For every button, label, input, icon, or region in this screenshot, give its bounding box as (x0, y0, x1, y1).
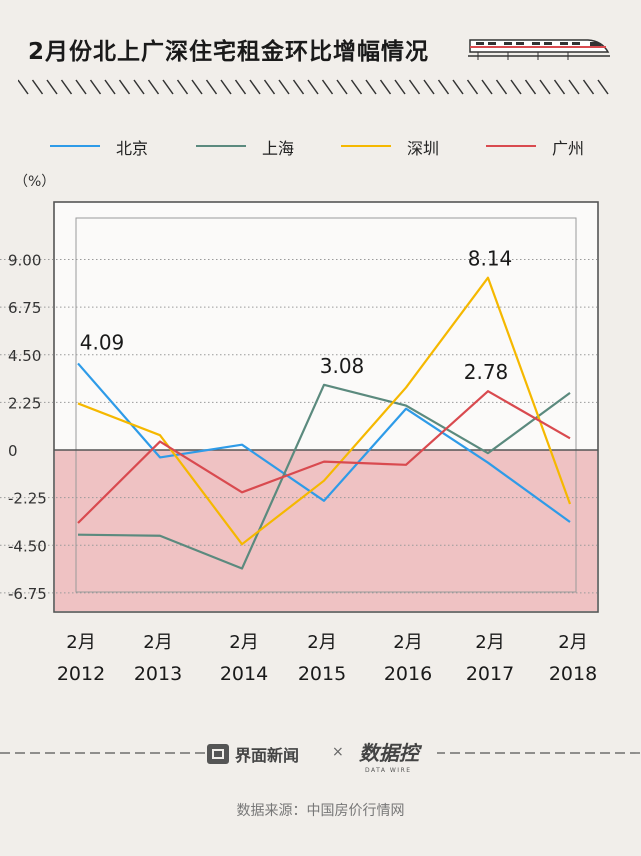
legend-swatch (50, 145, 100, 147)
legend-swatch (341, 145, 391, 147)
legend-label: 广州 (552, 139, 585, 158)
y-tick-label: 9.00 (8, 252, 41, 270)
legend-swatch (486, 145, 536, 147)
data-source: 数据来源：中国房价行情网 (236, 803, 405, 819)
brand-separator: × (332, 744, 344, 760)
train-icon (468, 39, 610, 60)
legend-swatch (196, 145, 246, 147)
datawire-logo: 数据控 DATA WIRE (359, 741, 423, 774)
data-label: 4.09 (80, 330, 125, 354)
x-tick-month: 2月 (475, 632, 504, 653)
series-line (77, 383, 571, 570)
x-tick-month: 2月 (66, 632, 95, 653)
inner-frame (75, 217, 577, 593)
x-tick-year: 2015 (298, 663, 346, 685)
x-tick-month: 2月 (229, 632, 258, 653)
brand-name: 界面新闻 (235, 746, 300, 765)
legend-label: 深圳 (407, 139, 440, 158)
x-tick-year: 2018 (549, 663, 597, 685)
x-tick-year: 2012 (57, 663, 105, 685)
series-line (77, 390, 571, 524)
y-tick-label: -6.75 (8, 585, 47, 603)
x-tick-year: 2013 (134, 663, 182, 685)
legend-label: 北京 (116, 139, 149, 158)
x-tick-year: 2016 (384, 663, 432, 685)
data-label: 8.14 (468, 247, 513, 271)
jiemian-logo-icon (207, 744, 229, 764)
negative-region (55, 450, 597, 611)
x-tick-month: 2月 (393, 632, 422, 653)
footer-brand: 界面新闻 × 数据控 DATA WIRE (207, 740, 437, 774)
y-tick-label: 6.75 (8, 299, 41, 317)
svg-text:数据控: 数据控 (359, 741, 423, 765)
decorative-hatch (18, 79, 609, 95)
y-tick-label: 4.50 (8, 347, 41, 365)
y-tick-label: -2.25 (8, 490, 47, 508)
x-tick-month: 2月 (307, 632, 336, 653)
y-tick-label: 0 (8, 442, 18, 460)
chart-legend: 北京 上海 深圳 广州 (0, 135, 641, 159)
series-line (77, 276, 572, 546)
x-tick-month: 2月 (558, 632, 587, 653)
x-tick-month: 2月 (143, 632, 172, 653)
x-tick-year: 2017 (466, 663, 514, 685)
x-tick-year: 2014 (220, 663, 268, 685)
svg-text:DATA WIRE: DATA WIRE (365, 767, 412, 774)
y-tick-label: 2.25 (8, 394, 41, 412)
y-tick-label: -4.50 (8, 537, 47, 555)
series-line (77, 362, 571, 523)
data-label: 3.08 (320, 354, 365, 378)
data-label: 2.78 (464, 360, 509, 384)
chart-title: 2月份北上广深住宅租金环比增幅情况 (28, 39, 430, 65)
y-axis-unit: （%） (14, 174, 56, 190)
line-chart: 9.00 6.75 4.50 2.25 0 -2.25 -4.50 -6.75 4.09 3.08… (0, 201, 599, 685)
legend-label: 上海 (262, 139, 295, 158)
